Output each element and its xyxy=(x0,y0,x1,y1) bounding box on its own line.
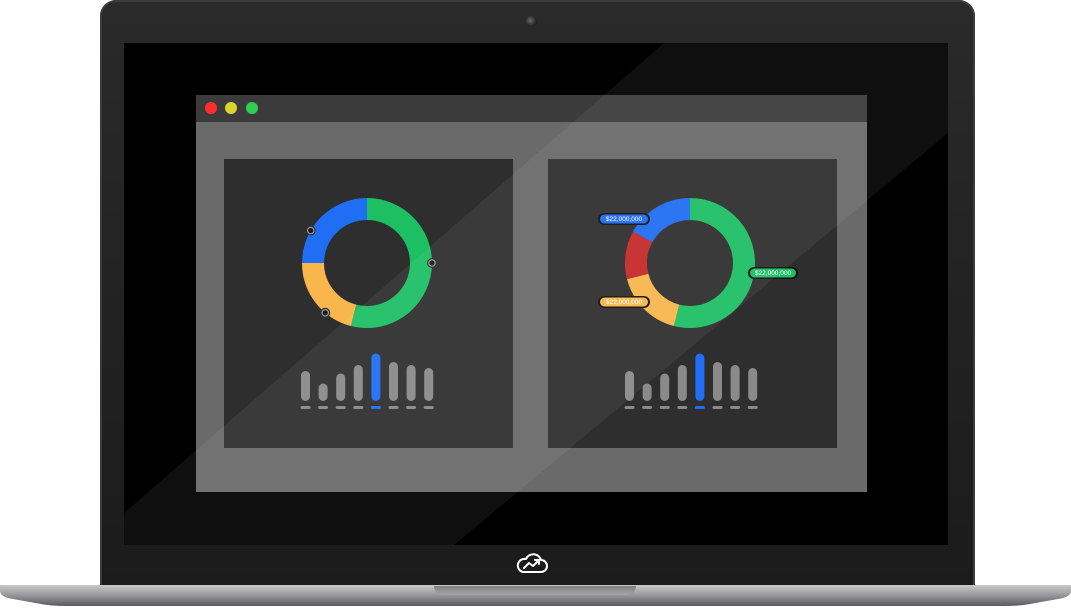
left-chart-bar-tick xyxy=(370,406,381,409)
dashboard-panel-right: $22,000,000 $22,000,000 $22,000,000 xyxy=(548,159,837,448)
left-chart-bar-tick xyxy=(353,406,364,409)
value-badge-label: $22,000,000 xyxy=(755,270,792,277)
left-chart-bar xyxy=(371,353,381,401)
right-chart-bar xyxy=(642,383,652,401)
right-chart-bar xyxy=(748,368,758,401)
window-minimize-button[interactable] xyxy=(225,102,237,114)
left-chart-bar xyxy=(353,365,363,401)
right-chart-bar-tick xyxy=(642,406,653,409)
left-chart-bar-tick xyxy=(335,406,346,409)
window-close-button[interactable] xyxy=(205,102,217,114)
value-badge-label: $22,000,000 xyxy=(606,299,643,306)
right-chart-bar xyxy=(660,373,670,401)
value-badge-yellow: $22,000,000 xyxy=(598,296,650,308)
right-chart-bar-tick xyxy=(659,406,670,409)
laptop-opening-notch xyxy=(434,586,636,595)
laptop-lid: $22,000,000 $22,000,000 $22,000,000 xyxy=(100,0,975,590)
right-chart-bar-tick xyxy=(694,406,705,409)
right-donut-slice-red xyxy=(625,231,653,280)
right-chart-bar-tick xyxy=(730,406,741,409)
right-chart-bar-tick xyxy=(677,406,688,409)
right-donut-slice-yellow xyxy=(627,273,680,326)
window-maximize-button[interactable] xyxy=(246,102,258,114)
right-chart-bar xyxy=(730,365,740,401)
laptop-base xyxy=(0,585,1071,606)
left-chart-bar xyxy=(318,383,328,401)
right-donut-slice-blue xyxy=(633,198,691,243)
value-badge-green: $22,000,000 xyxy=(748,267,798,279)
right-donut-slice-green xyxy=(673,198,755,328)
value-badge-blue: $22,000,000 xyxy=(598,213,650,225)
browser-window: $22,000,000 $22,000,000 $22,000,000 xyxy=(196,95,867,492)
left-chart-bar xyxy=(424,368,434,401)
cloud-chart-icon xyxy=(516,553,548,573)
dashboard-panel-left xyxy=(224,159,513,448)
value-badge-label: $22,000,000 xyxy=(606,216,643,223)
left-donut-slice-blue xyxy=(302,198,368,264)
right-chart-bar-tick xyxy=(712,406,723,409)
left-donut-handle-marker-ring xyxy=(306,226,315,235)
left-chart-bar-tick xyxy=(388,406,399,409)
left-chart-bar xyxy=(389,362,398,401)
left-chart-bar-tick xyxy=(406,406,417,409)
left-chart-bar-tick xyxy=(300,406,311,409)
window-titlebar xyxy=(196,95,867,122)
left-chart-bar xyxy=(406,365,416,401)
right-chart-bar xyxy=(625,371,634,401)
left-chart-bar xyxy=(301,371,310,401)
laptop-screen: $22,000,000 $22,000,000 $22,000,000 xyxy=(124,43,948,545)
right-chart-bar xyxy=(713,362,722,401)
left-chart-bar-tick xyxy=(318,406,329,409)
webcam-icon xyxy=(526,16,537,27)
left-chart-bar-tick xyxy=(423,406,434,409)
left-chart-bar xyxy=(336,373,346,401)
left-donut-handle-marker-ring xyxy=(321,308,330,317)
right-chart-bar xyxy=(695,353,705,401)
chart-canvas-right: $22,000,000 $22,000,000 $22,000,000 xyxy=(598,198,798,409)
left-donut-handle-marker-ring xyxy=(428,259,436,267)
right-chart-bar xyxy=(677,365,687,401)
chart-canvas-left xyxy=(300,198,437,409)
left-donut-slice-yellow xyxy=(302,262,357,326)
left-donut-slice-green xyxy=(350,198,432,328)
right-chart-bar-tick xyxy=(747,406,758,409)
right-chart-bar-tick xyxy=(624,406,635,409)
